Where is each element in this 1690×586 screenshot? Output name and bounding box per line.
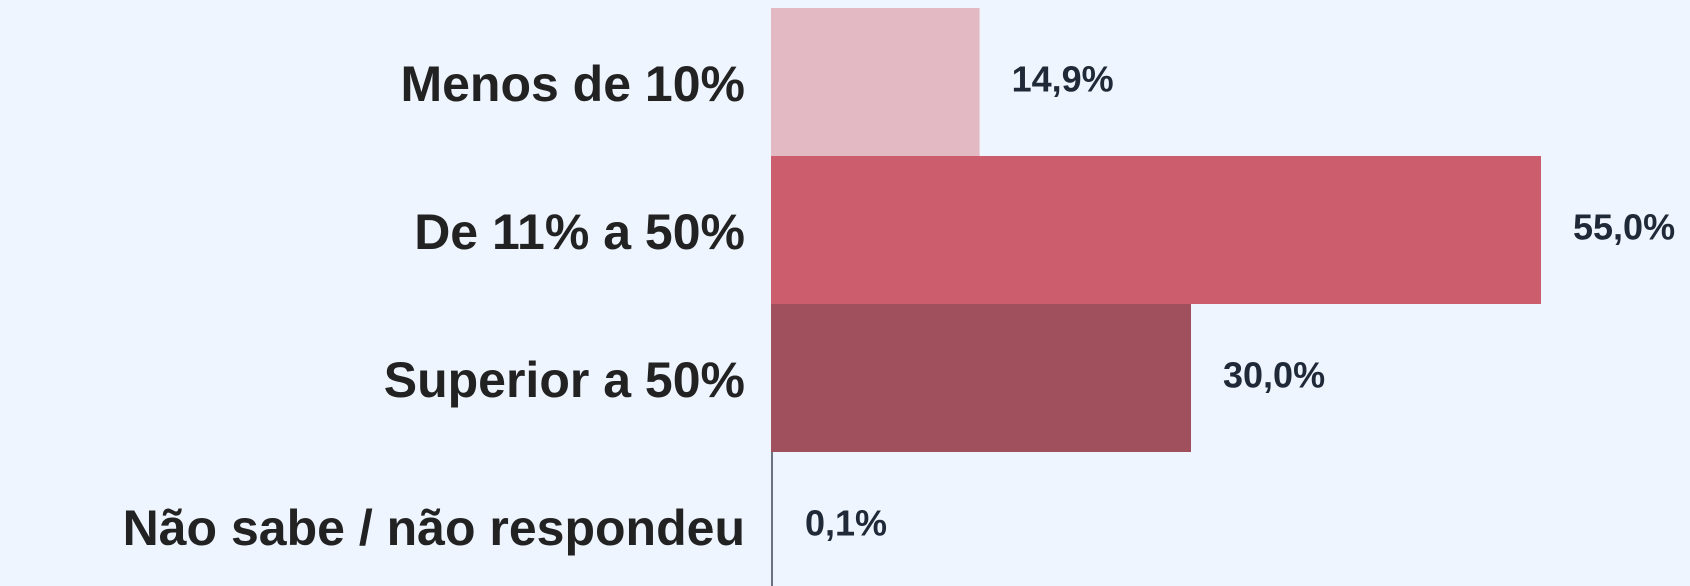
value-label: 30,0% [1223, 355, 1325, 396]
category-label: Não sabe / não respondeu [123, 500, 745, 556]
bar [771, 8, 980, 156]
bar [771, 452, 773, 586]
category-label: Superior a 50% [384, 352, 745, 408]
value-label: 0,1% [805, 503, 887, 544]
bar [771, 304, 1191, 452]
value-label: 14,9% [1012, 59, 1114, 100]
category-label: Menos de 10% [400, 56, 745, 112]
category-label: De 11% a 50% [414, 204, 745, 260]
value-label: 55,0% [1573, 207, 1675, 248]
bar [771, 156, 1541, 304]
